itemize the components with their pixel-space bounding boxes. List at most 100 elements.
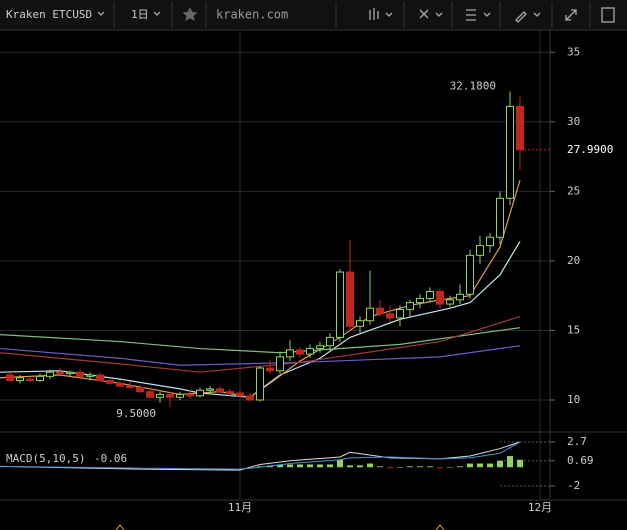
price-annotation: 32.1800 [450, 79, 496, 92]
y-tick-label: -2 [567, 479, 580, 492]
candle-body [346, 271, 354, 327]
macd-histogram-bar [347, 465, 353, 468]
y-tick-label: 25 [567, 184, 580, 197]
source-label: kraken.com [216, 8, 288, 22]
candle-body [266, 367, 274, 372]
candle-body [436, 291, 444, 305]
candle-body [116, 382, 124, 387]
macd-title: MACD(5,10,5) [6, 452, 85, 465]
candle-body [336, 271, 344, 338]
candle-body [226, 391, 234, 394]
candle-body [66, 371, 74, 375]
candle-body [396, 309, 404, 319]
y-tick-label: 35 [567, 45, 580, 58]
candle-body [296, 349, 304, 355]
moving-average-line [0, 180, 521, 398]
candle-body [276, 356, 284, 372]
candle-body [146, 391, 154, 398]
candle-body [516, 106, 524, 151]
x-tick-label: 12月 [528, 501, 552, 514]
macd-histogram-bar [407, 466, 413, 468]
candle-body [156, 393, 164, 398]
macd-histogram-bar [517, 459, 523, 468]
candle-body [376, 307, 384, 315]
y-tick-label: 2.7 [567, 435, 587, 448]
macd-histogram-bar [327, 464, 333, 468]
candle-body [186, 393, 194, 397]
candle-body [286, 349, 294, 358]
candle-body [316, 345, 324, 350]
candle-body [76, 371, 84, 377]
candle-body [246, 395, 254, 401]
toolbar [0, 0, 627, 30]
symbol-button[interactable]: Kraken ETCUSD [6, 8, 92, 21]
candle-body [356, 320, 364, 327]
toolbar-icons[interactable] [97, 7, 615, 23]
macd-histogram-bar [497, 460, 503, 468]
macd-histogram-bar [367, 463, 373, 468]
event-markers [115, 524, 445, 530]
moving-average-line [0, 241, 521, 398]
macd-histogram-bar [417, 466, 423, 468]
x-tick-label: 11月 [228, 501, 252, 514]
y-tick-label: 15 [567, 323, 580, 336]
candle-body [196, 389, 204, 397]
candle-body [366, 307, 374, 322]
macd-value: -0.06 [94, 452, 127, 465]
macd-histogram-bar [307, 464, 313, 468]
interval-button[interactable]: 1日 [131, 8, 149, 21]
candle-body [486, 236, 494, 247]
macd-histogram-bar [337, 459, 343, 468]
y-tick-label: 0.69 [567, 454, 594, 467]
candle-body [96, 374, 104, 382]
macd-histogram-bar [477, 463, 483, 468]
candle-body [406, 302, 414, 311]
candle-body [506, 106, 514, 199]
macd-histogram-bar [437, 467, 443, 469]
moving-average-line [0, 345, 521, 366]
moving-average-line [0, 315, 521, 373]
macd-histogram-bar [297, 464, 303, 468]
macd-histogram-bar [287, 464, 293, 468]
macd-histogram-bar [397, 467, 403, 468]
macd-line [0, 441, 521, 471]
candle-body [126, 385, 134, 388]
toolbar-separators [0, 2, 627, 31]
candle-body [496, 197, 504, 238]
candle-body [416, 297, 424, 304]
candle-body [56, 371, 64, 375]
macd-histogram-bar [467, 463, 473, 468]
macd-line [0, 441, 521, 470]
candle-body [306, 348, 314, 355]
candle-body [46, 371, 54, 377]
macd-histogram-bar [277, 464, 283, 468]
candle-body [476, 245, 484, 256]
candle-body [136, 386, 144, 393]
candle-body [176, 393, 184, 398]
macd-histogram-bar [317, 464, 323, 468]
y-tick-label: 20 [567, 254, 580, 267]
macd-histogram-bar [387, 467, 393, 469]
candle-body [446, 299, 454, 305]
candle-body [166, 393, 174, 398]
candle-body [36, 375, 44, 382]
macd-histogram-bar [377, 466, 383, 468]
candle-body [216, 388, 224, 393]
macd-histogram-bar [447, 467, 453, 468]
last-price-label: 27.9900 [567, 143, 613, 156]
candle-body [256, 367, 264, 401]
y-tick-label: 30 [567, 115, 580, 128]
macd-histogram-bar [357, 465, 363, 468]
candle-body [466, 254, 474, 295]
y-tick-label: 10 [567, 393, 580, 406]
moving-average-line [0, 327, 521, 354]
macd-histogram-bar [427, 466, 433, 468]
candle-body [86, 374, 94, 377]
macd-histogram-bar [487, 463, 493, 468]
macd-histogram-bar [507, 456, 513, 468]
macd-histogram-bar [457, 466, 463, 468]
price-annotation: 9.5000 [116, 407, 156, 420]
candle-body [16, 377, 24, 382]
